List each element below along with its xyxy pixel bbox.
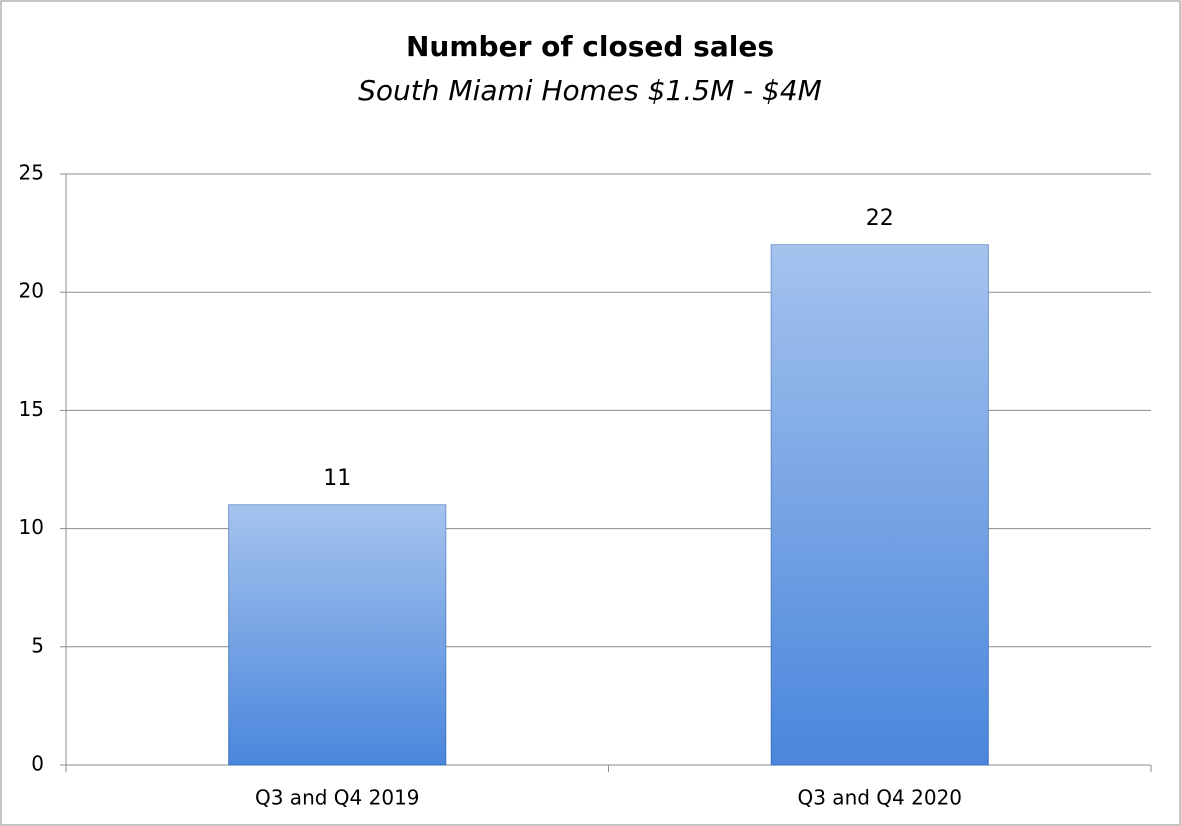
chart-title: Number of closed sales xyxy=(406,30,774,63)
y-tick-label: 15 xyxy=(19,397,44,421)
bar-shine xyxy=(771,244,989,766)
y-tick-label: 20 xyxy=(19,279,44,303)
x-tick-label: Q3 and Q4 2020 xyxy=(797,786,962,810)
bar-shine xyxy=(228,504,446,765)
y-tick-label: 10 xyxy=(19,515,44,539)
y-tick-label: 5 xyxy=(31,633,44,657)
data-label: 11 xyxy=(323,466,351,491)
y-tick-label: 0 xyxy=(31,752,44,776)
data-label: 22 xyxy=(866,206,894,231)
chart-subtitle: South Miami Homes $1.5M - $4M xyxy=(358,74,822,107)
x-tick-label: Q3 and Q4 2019 xyxy=(255,786,420,810)
y-tick-label: 25 xyxy=(19,161,44,185)
